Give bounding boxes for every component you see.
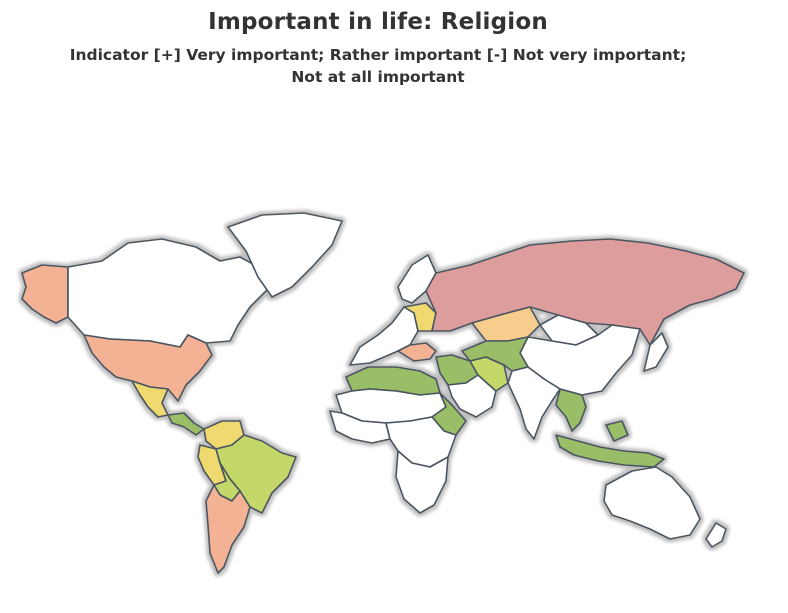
subtitle-line-2: Not at all important: [291, 68, 465, 86]
world-map-svg: [21, 212, 745, 574]
region-australia[interactable]: [603, 466, 701, 540]
region-new-zealand[interactable]: [705, 522, 727, 548]
region-greenland[interactable]: [227, 212, 343, 298]
region-balkans[interactable]: [397, 342, 437, 362]
region-japan[interactable]: [643, 332, 669, 372]
map-title: Important in life: Religion: [208, 9, 548, 35]
region-india[interactable]: [507, 366, 561, 440]
region-canada[interactable]: [67, 238, 269, 348]
region-southeast-asia[interactable]: [555, 388, 587, 432]
subtitle-line-1: Indicator [+] Very important; Rather imp…: [69, 46, 687, 64]
world-map[interactable]: [0, 195, 788, 595]
region-alaska[interactable]: [21, 264, 69, 324]
region-argentina-chile[interactable]: [205, 484, 251, 574]
region-usa[interactable]: [83, 334, 213, 402]
region-southern-africa[interactable]: [395, 450, 449, 514]
region-arabia[interactable]: [447, 374, 497, 418]
region-indonesia[interactable]: [555, 420, 665, 468]
region-central-america[interactable]: [167, 412, 205, 436]
map-subtitle: Indicator [+] Very important; Rather imp…: [0, 44, 756, 88]
